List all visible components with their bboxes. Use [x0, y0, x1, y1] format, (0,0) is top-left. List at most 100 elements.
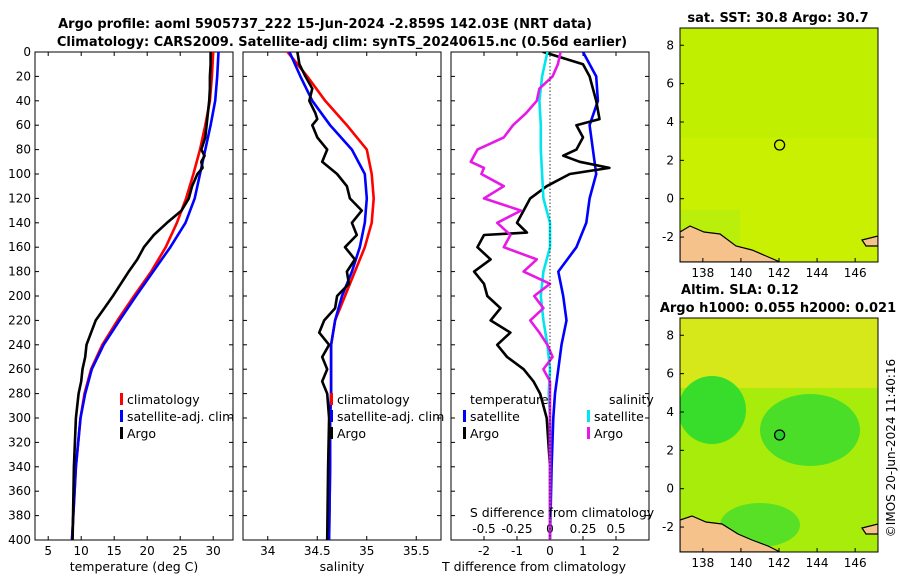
sla-map-subtitle: Argo h1000: 0.055 h2000: 0.021: [660, 301, 896, 316]
y-tick-label: 20: [16, 69, 31, 83]
sla-coastline-land: [680, 515, 781, 552]
y-tick-label: 320: [8, 435, 31, 449]
temperature-series-argo: [71, 52, 212, 540]
s-diff-tick-label: 0.25: [570, 522, 597, 536]
y-tick-label: 100: [8, 167, 31, 181]
x-tick-label: 1: [579, 544, 587, 558]
sst-field-upper: [680, 28, 878, 138]
y-tick-label: 340: [8, 460, 31, 474]
legend-title-salinity: salinity: [609, 392, 654, 407]
x-tick-label: -1: [511, 544, 523, 558]
legend-label-climatology: climatology: [337, 392, 410, 407]
y-tick-label: 240: [8, 338, 31, 352]
legend-label-t-satellite: satellite: [470, 409, 520, 424]
sla-lat-tick-label: 2: [666, 443, 674, 457]
sst-map-title: sat. SST: 30.8 Argo: 30.7: [687, 11, 868, 26]
x-tick-label: 10: [74, 544, 89, 558]
sst-island: [861, 235, 878, 247]
imos-timestamp: ©IMOS 20-Jun-2024 11:40:16: [884, 359, 898, 537]
legend-label-satellite: satellite-adj. clim: [127, 409, 234, 424]
sla-map-title: Altim. SLA: 0.12: [681, 283, 799, 298]
legend-label-climatology: climatology: [127, 392, 200, 407]
y-tick-label: 180: [8, 265, 31, 279]
y-tick-label: 40: [16, 94, 31, 108]
x-tick-label: 20: [140, 544, 155, 558]
legend-label-s-satellite: satellite: [594, 409, 644, 424]
sst-lat-tick-label: -2: [662, 230, 674, 244]
sst-lat-tick-label: 6: [666, 77, 674, 91]
sla-lat-tick-label: 6: [666, 367, 674, 381]
legend-swatch-satellite: [330, 410, 333, 422]
salinity-series-argo: [296, 52, 364, 540]
salinity-legend: climatology satellite-adj. clim Argo: [330, 392, 444, 441]
x-tick-label: 35.5: [403, 544, 430, 558]
legend-swatch-argo: [120, 427, 123, 439]
legend-label-s-argo: Argo: [594, 426, 623, 441]
y-tick-label: 220: [8, 313, 31, 327]
s-difference-xlabel: S difference from climatology: [470, 505, 655, 520]
legend-swatch-s-satellite: [587, 410, 590, 422]
sla-lat-tick-label: -2: [662, 520, 674, 534]
sst-lat-tick-label: 4: [666, 115, 674, 129]
legend-label-argo: Argo: [127, 426, 156, 441]
legend-label-argo: Argo: [337, 426, 366, 441]
y-tick-label: 260: [8, 362, 31, 376]
sst-lon-tick-label: 142: [768, 266, 791, 280]
temperature-xlabel: temperature (deg C): [70, 559, 199, 574]
x-tick-label: 0: [546, 544, 554, 558]
sla-lat-tick-label: 8: [666, 328, 674, 342]
y-tick-label: 380: [8, 509, 31, 523]
legend-swatch-climatology: [120, 393, 123, 405]
y-tick-label: 160: [8, 240, 31, 254]
legend-label-t-argo: Argo: [470, 426, 499, 441]
y-tick-label: 400: [8, 533, 31, 547]
x-tick-label: 15: [107, 544, 122, 558]
y-tick-label: 80: [16, 143, 31, 157]
sla-lat-tick-label: 0: [666, 482, 674, 496]
sst-lon-tick-label: 146: [844, 266, 867, 280]
sla-lon-tick-label: 142: [768, 556, 791, 570]
sst-coastline-land: [680, 225, 781, 262]
y-tick-label: 280: [8, 387, 31, 401]
x-tick-label: -2: [478, 544, 490, 558]
legend-swatch-argo: [330, 427, 333, 439]
x-tick-label: 25: [173, 544, 188, 558]
legend-swatch-t-argo: [463, 427, 466, 439]
sla-argo-position-marker: [773, 429, 786, 441]
x-tick-label: 34.5: [304, 544, 331, 558]
sst-argo-position-marker: [773, 139, 786, 151]
sst-lat-tick-label: 0: [666, 192, 674, 206]
x-tick-label: 2: [612, 544, 620, 558]
t-difference-xlabel: T difference from climatology: [441, 559, 627, 574]
sla-lat-tick-label: 4: [666, 405, 674, 419]
legend-label-satellite: satellite-adj. clim: [337, 409, 444, 424]
sst-lon-tick-label: 144: [806, 266, 829, 280]
x-tick-label: 35: [359, 544, 374, 558]
x-tick-label: 5: [44, 544, 52, 558]
legend-swatch-s-argo: [587, 427, 590, 439]
legend-swatch-climatology: [330, 393, 333, 405]
y-tick-label: 120: [8, 191, 31, 205]
y-tick-label: 140: [8, 216, 31, 230]
x-tick-label: 34: [260, 544, 275, 558]
s-diff-tick-label: -0.5: [472, 522, 495, 536]
y-tick-label: 60: [16, 118, 31, 132]
legend-swatch-satellite: [120, 410, 123, 422]
difference-series-s-argo: [469, 52, 562, 540]
sla-map: [680, 318, 878, 552]
figure-title-line1: Argo profile: aoml 5905737_222 15-Jun-20…: [58, 17, 592, 32]
difference-series-t-argo: [472, 52, 611, 540]
sla-lon-tick-label: 140: [729, 556, 752, 570]
sst-lon-tick-label: 140: [729, 266, 752, 280]
x-tick-label: 30: [206, 544, 221, 558]
y-tick-label: 0: [23, 45, 31, 59]
sst-lat-tick-label: 8: [666, 38, 674, 52]
sla-lon-tick-label: 144: [806, 556, 829, 570]
y-tick-label: 200: [8, 289, 31, 303]
temperature-series-satellite-adj-clim: [70, 52, 220, 540]
difference-legend: temperature salinity satellite Argo sate…: [463, 392, 654, 441]
salinity-xlabel: salinity: [320, 559, 365, 574]
sla-low-west: [680, 376, 746, 444]
s-diff-tick-label: -0.25: [501, 522, 532, 536]
